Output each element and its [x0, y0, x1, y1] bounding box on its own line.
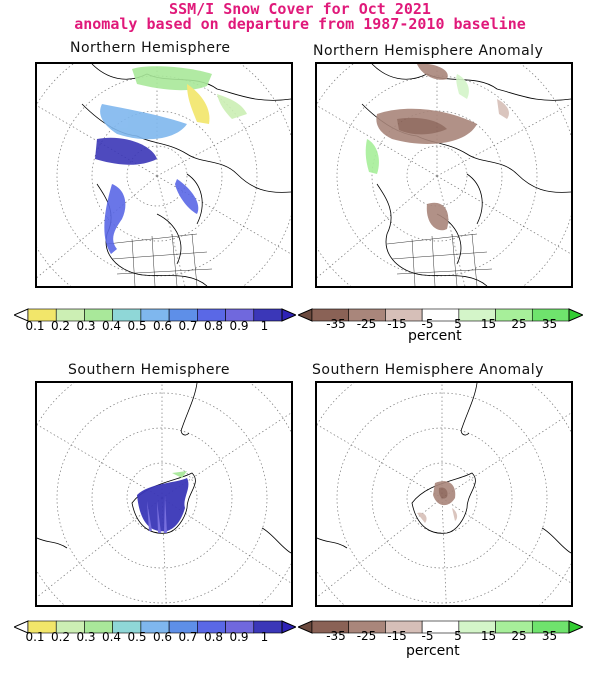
colorbar-tick-label: 0.6 [152, 319, 173, 333]
colorbar-tick-label: -5 [421, 317, 434, 331]
colorbar-tick-label: -35 [326, 317, 346, 331]
colorbar-arrow-right [281, 308, 296, 322]
colorbar-tick-label: 1 [260, 630, 269, 644]
colorbar-tick-label: 5 [454, 317, 462, 331]
colorbar-arrow-right [568, 308, 583, 322]
anomaly-colorbar-graphic [298, 620, 583, 634]
colorbar-tick-label: 0.9 [229, 630, 249, 644]
anomaly-unit-label-bottom: percent [406, 643, 460, 659]
colorbar-tick-label: 0.9 [229, 319, 249, 333]
colorbar-arrow-left [298, 620, 313, 634]
colorbar-tick-label: -35 [326, 629, 346, 643]
colorbar-tick-label: 35 [541, 629, 558, 643]
colorbar-arrow-right [281, 620, 296, 634]
colorbar-tick-label: 0.2 [50, 630, 71, 644]
colorbar-tick-label: 0.2 [50, 319, 71, 333]
colorbar-tick-label: 35 [541, 317, 558, 331]
colorbar-tick-label: 0.8 [203, 319, 224, 333]
snow-cover-colorbar-graphic [14, 620, 296, 634]
nh-anomaly-graphic [317, 64, 571, 286]
colorbar-tick-label: 15 [480, 629, 497, 643]
panel-title-nh: Northern Hemisphere [70, 40, 231, 56]
nh-snow-cover-map [35, 62, 293, 288]
sh-anomaly-map [315, 381, 573, 607]
colorbar-arrow-left [298, 308, 313, 322]
nh-map-graphic [37, 64, 291, 286]
snow-cover-colorbar-top [14, 308, 296, 322]
colorbar-tick-label: -15 [387, 317, 407, 331]
colorbar-tick-label: 25 [511, 317, 527, 331]
map-title: SSM/I Snow Cover for Oct 2021 [169, 0, 431, 18]
colorbar-tick-label: -5 [421, 629, 434, 643]
colorbar-tick-label: 0.3 [76, 630, 96, 644]
colorbar-tick-label: 25 [511, 629, 527, 643]
colorbar-tick-label: 0.5 [127, 630, 147, 644]
colorbar-tick-label: 0.4 [101, 630, 122, 644]
anomaly-unit-label-top: percent [408, 328, 462, 344]
colorbar-tick-label: -25 [356, 629, 377, 643]
snow-cover-colorbar-bottom [14, 620, 296, 634]
colorbar-tick-label: 0.7 [178, 319, 198, 333]
panel-title-nh-anomaly: Northern Hemisphere Anomaly [313, 43, 544, 59]
sh-map-graphic [37, 383, 291, 605]
anomaly-colorbar-bottom [298, 620, 583, 634]
colorbar-arrow-right [568, 620, 583, 634]
panel-title-sh: Southern Hemisphere [68, 362, 231, 378]
colorbar-tick-label: 0.1 [25, 630, 45, 644]
anomaly-colorbar-top [298, 308, 583, 322]
colorbar-tick-label: 0.4 [101, 319, 122, 333]
colorbar-tick-label: 5 [454, 629, 462, 643]
anomaly-colorbar-graphic [298, 308, 583, 322]
colorbar-tick-label: -25 [356, 317, 377, 331]
snow-cover-colorbar-graphic [14, 308, 296, 322]
map-subtitle: anomaly based on departure from 1987-201… [74, 15, 526, 33]
panel-title-sh-anomaly: Southern Hemisphere Anomaly [312, 362, 544, 378]
colorbar-tick-label: 0.5 [127, 319, 147, 333]
colorbar-tick-label: 0.1 [25, 319, 45, 333]
colorbar-tick-label: -15 [387, 629, 407, 643]
colorbar-tick-label: 0.3 [76, 319, 96, 333]
colorbar-tick-label: 0.6 [152, 630, 173, 644]
sh-snow-cover-map [35, 381, 293, 607]
nh-anomaly-map [315, 62, 573, 288]
colorbar-tick-label: 0.7 [178, 630, 198, 644]
sh-anomaly-graphic [317, 383, 571, 605]
colorbar-tick-label: 15 [480, 317, 497, 331]
colorbar-tick-label: 1 [260, 319, 269, 333]
colorbar-tick-label: 0.8 [203, 630, 224, 644]
